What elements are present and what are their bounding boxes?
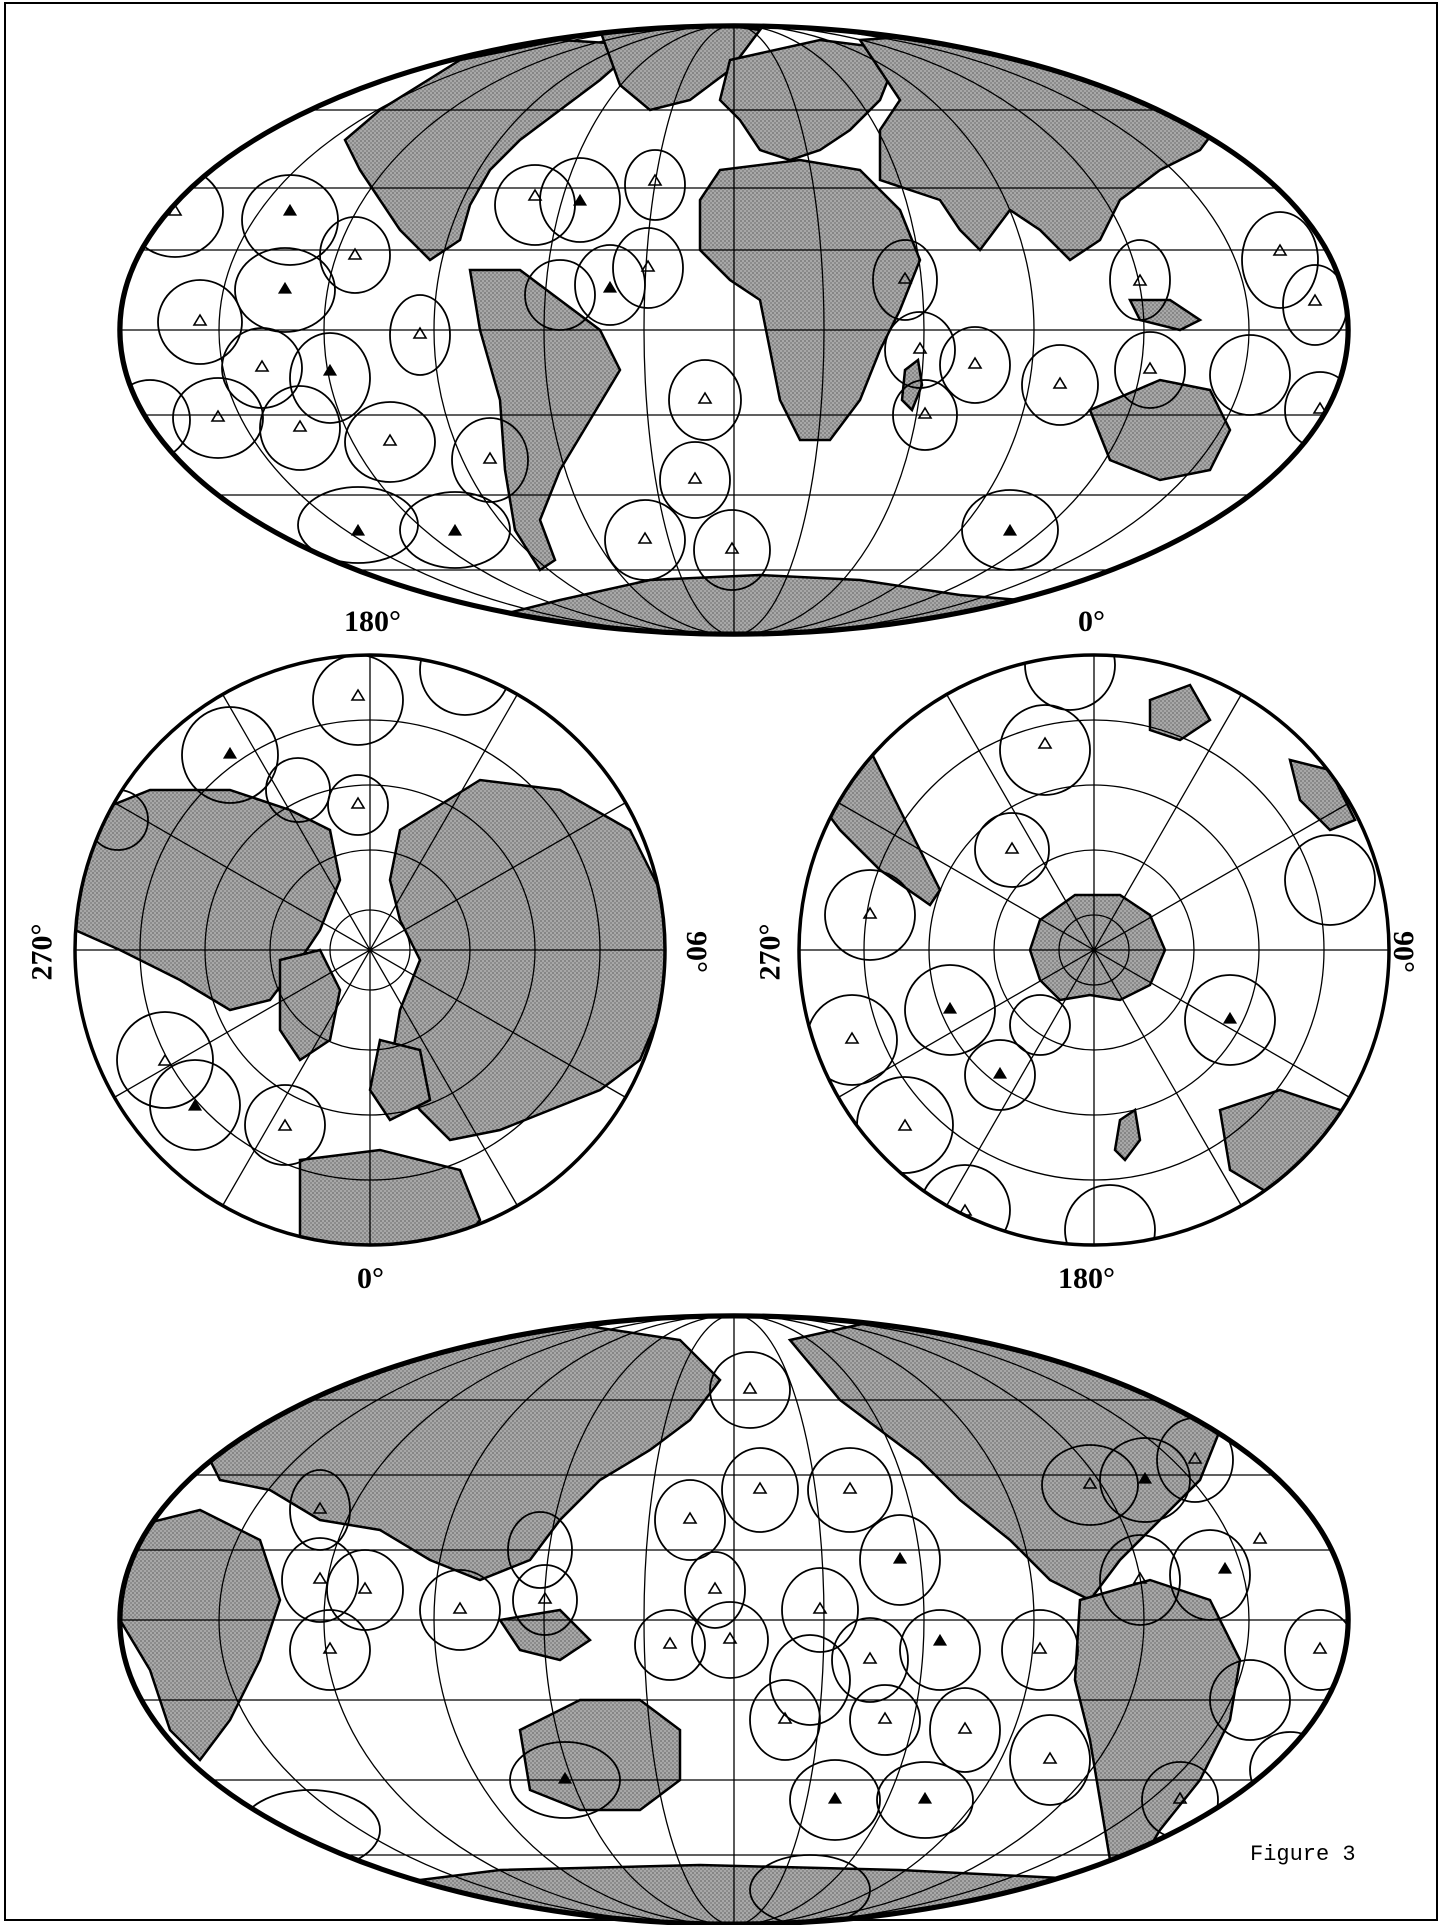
map-mollweide-atlantic	[119, 25, 1349, 635]
sp-label-left: 270°	[753, 923, 787, 981]
land-np	[75, 778, 665, 1245]
graticule-bot	[119, 1315, 1349, 1925]
land-sp	[803, 683, 1362, 1202]
sites-top	[119, 149, 1349, 591]
sp-label-bottom: 180°	[1058, 1262, 1115, 1295]
map-np-border	[73, 653, 667, 1247]
sp-label-top: 0°	[1078, 605, 1105, 638]
sites-top-filled	[277, 193, 1018, 536]
graticule-np	[75, 655, 665, 1245]
map-bot-border	[117, 1313, 1351, 1925]
np-label-right: 90°	[680, 931, 713, 973]
sites-np-filled	[187, 746, 238, 1111]
np-label-top: 180°	[344, 605, 401, 638]
sites-np-open	[157, 688, 366, 1131]
sites-sp-filled	[942, 1001, 1238, 1079]
np-label-left: 270°	[25, 923, 59, 981]
sites-bot-open	[312, 1381, 1328, 1804]
map-sp-border	[797, 653, 1391, 1247]
figure-caption: Figure 3	[1250, 1842, 1356, 1867]
sites-top-open	[167, 173, 1328, 554]
sp-label-right: 90°	[1387, 931, 1420, 973]
map-mollweide-pacific	[119, 1315, 1349, 1925]
np-label-bottom: 0°	[357, 1262, 384, 1295]
map-polar-north	[75, 655, 665, 1245]
map-top-border	[117, 23, 1351, 637]
sites-bot	[239, 1351, 1349, 1925]
map-polar-south	[799, 655, 1389, 1245]
sites-bot-filled	[557, 1471, 1233, 1804]
